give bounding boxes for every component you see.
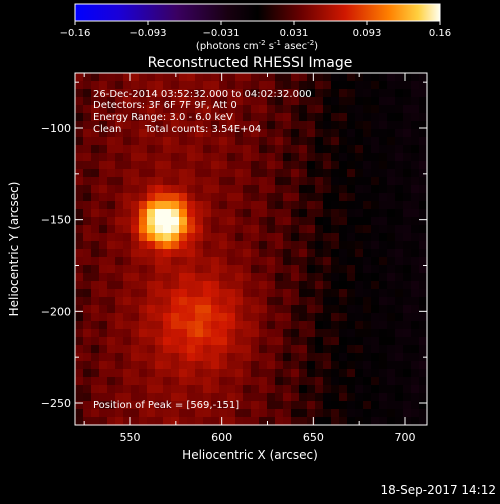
annotation-total-counts: Total counts: 3.54E+04 <box>144 124 261 135</box>
colorbar-tick-label: −0.16 <box>60 28 91 39</box>
colorbar-tick-label: −0.093 <box>129 28 166 39</box>
annotation-peak-position: Position of Peak = [569,-151] <box>93 400 239 411</box>
y-tick-label: −250 <box>41 397 71 410</box>
colorbar-tick-label: −0.031 <box>202 28 239 39</box>
annotation-energy-range: Energy Range: 3.0 - 6.0 keV <box>93 112 233 123</box>
colorbar-tick-label: 0.093 <box>353 28 382 39</box>
annotation-method: Clean <box>93 124 121 135</box>
colorbar-tick-label: 0.031 <box>280 28 309 39</box>
chart-title: Reconstructed RHESSI Image <box>148 55 353 71</box>
heatmap-image <box>75 73 428 426</box>
plot-frame <box>74 72 428 426</box>
x-tick-label: 650 <box>303 431 324 444</box>
annotation-detectors: Detectors: 3F 6F 7F 9F, Att 0 <box>93 100 237 111</box>
x-tick-label: 550 <box>120 431 141 444</box>
x-axis-label: Heliocentric X (arcsec) <box>182 448 318 462</box>
axis-ticks: 550 600 650 700 −100 −150 −200 −250 <box>41 73 427 444</box>
x-tick-label: 700 <box>395 431 416 444</box>
y-tick-label: −100 <box>41 122 71 135</box>
colorbar-unit-label: (photons cm-2 s-1 asec-2) <box>196 39 318 52</box>
footer-timestamp: 18-Sep-2017 14:12 <box>381 483 496 497</box>
colorbar-ticks: −0.16 −0.093 −0.031 0.031 0.093 0.16 <box>60 21 451 39</box>
colorbar-tick-label: 0.16 <box>429 28 451 39</box>
y-tick-label: −200 <box>41 305 71 318</box>
y-axis-label: Heliocentric Y (arcsec) <box>7 182 21 317</box>
y-tick-label: −150 <box>41 214 71 227</box>
annotation-time-range: 26-Dec-2014 03:52:32.000 to 04:02:32.000 <box>93 89 312 100</box>
colorbar <box>74 3 441 22</box>
image-annotations: 26-Dec-2014 03:52:32.000 to 04:02:32.000… <box>93 89 312 411</box>
x-tick-label: 600 <box>211 431 232 444</box>
